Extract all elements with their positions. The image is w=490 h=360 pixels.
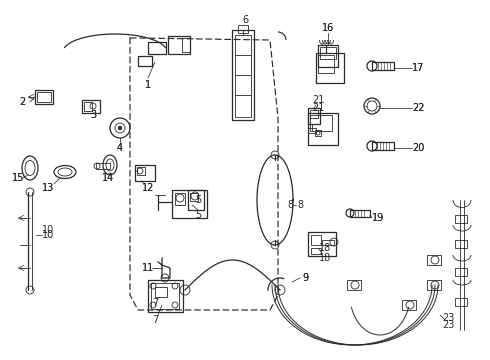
Bar: [372, 142, 394, 150]
Text: 21: 21: [312, 95, 324, 105]
Bar: [318, 45, 338, 67]
Text: 18: 18: [319, 253, 331, 263]
Text: 10: 10: [42, 225, 54, 235]
Text: 2: 2: [19, 97, 25, 107]
Bar: [188, 190, 204, 210]
Text: 9: 9: [302, 273, 308, 283]
Text: 12: 12: [142, 183, 154, 193]
Bar: [96, 163, 110, 169]
Bar: [455, 268, 467, 276]
Text: 3: 3: [90, 110, 96, 120]
Text: 22: 22: [412, 103, 424, 113]
Text: 1: 1: [145, 80, 151, 90]
Bar: [350, 210, 370, 217]
Bar: [372, 62, 394, 70]
Bar: [148, 280, 183, 312]
Bar: [310, 115, 332, 131]
Bar: [151, 283, 179, 309]
Text: 21: 21: [312, 103, 324, 113]
Text: 20: 20: [412, 143, 424, 153]
Text: 11: 11: [142, 263, 154, 273]
Text: 20: 20: [412, 143, 424, 153]
Bar: [168, 36, 190, 54]
Bar: [311, 235, 321, 245]
Text: 23: 23: [442, 313, 454, 323]
Text: 18: 18: [319, 243, 331, 253]
Bar: [235, 35, 251, 117]
Bar: [455, 215, 467, 223]
Text: 13: 13: [42, 183, 54, 193]
Bar: [308, 128, 316, 133]
Text: 14: 14: [102, 173, 114, 183]
Bar: [427, 255, 441, 265]
Bar: [155, 287, 167, 297]
Bar: [175, 193, 185, 205]
Text: 5: 5: [195, 210, 201, 220]
Text: 8: 8: [297, 200, 303, 210]
Text: 7: 7: [152, 298, 158, 308]
Bar: [308, 113, 338, 145]
Bar: [311, 248, 321, 254]
Bar: [138, 56, 152, 66]
Text: 16: 16: [322, 23, 334, 33]
Text: 12: 12: [142, 183, 154, 193]
Bar: [182, 38, 190, 52]
Bar: [320, 47, 336, 59]
Circle shape: [118, 126, 122, 130]
Bar: [232, 30, 254, 120]
Text: 9: 9: [302, 273, 308, 283]
Text: 1: 1: [145, 80, 151, 90]
Bar: [37, 92, 51, 102]
Text: 10: 10: [42, 230, 54, 240]
Bar: [172, 190, 207, 218]
Bar: [402, 300, 416, 310]
Text: 2: 2: [19, 97, 25, 107]
Text: 22: 22: [412, 103, 424, 113]
Text: 14: 14: [102, 173, 114, 183]
Bar: [135, 165, 155, 181]
Text: 17: 17: [412, 63, 424, 73]
Bar: [190, 193, 198, 201]
Bar: [316, 53, 344, 83]
Text: 15: 15: [12, 173, 24, 183]
Text: 11: 11: [142, 263, 154, 273]
Text: 16: 16: [322, 23, 334, 33]
Text: 13: 13: [42, 183, 54, 193]
Bar: [322, 240, 334, 245]
Bar: [308, 108, 320, 124]
Text: 8: 8: [287, 200, 293, 210]
Bar: [455, 240, 467, 248]
Text: 19: 19: [372, 213, 384, 223]
Text: 7: 7: [152, 315, 158, 325]
Bar: [315, 130, 321, 136]
Bar: [347, 280, 361, 290]
Text: 4: 4: [117, 143, 123, 153]
Text: 19: 19: [372, 213, 384, 223]
Bar: [455, 298, 467, 306]
Bar: [427, 280, 441, 290]
Text: 4: 4: [117, 143, 123, 153]
Bar: [137, 167, 145, 175]
Bar: [148, 42, 166, 54]
Text: 3: 3: [90, 110, 96, 120]
Text: 5: 5: [195, 195, 201, 205]
Bar: [318, 55, 334, 73]
Bar: [84, 102, 92, 111]
Bar: [82, 100, 100, 113]
Text: 6: 6: [242, 15, 248, 25]
Text: 23: 23: [442, 320, 454, 330]
Bar: [35, 90, 53, 104]
Text: 15: 15: [12, 173, 24, 183]
Bar: [310, 110, 318, 118]
Bar: [238, 25, 248, 33]
Text: 17: 17: [412, 63, 424, 73]
Bar: [308, 232, 336, 256]
